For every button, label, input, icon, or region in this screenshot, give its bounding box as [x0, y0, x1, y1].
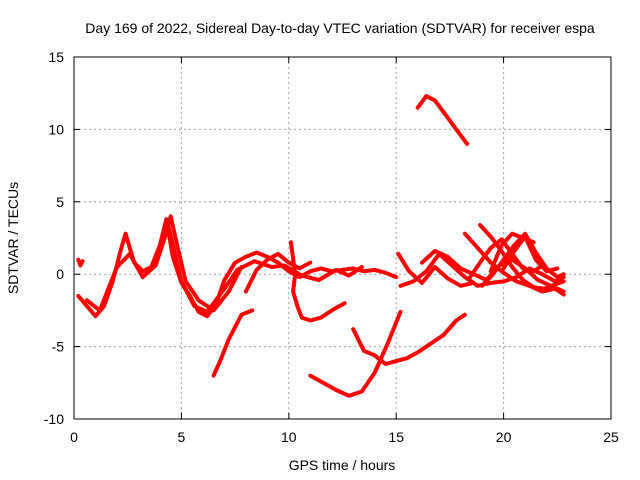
- y-axis-ticks: -10 -5 0 5 10 15: [44, 49, 611, 427]
- series-line-s15: [467, 237, 545, 281]
- x-axis-label: GPS time / hours: [289, 457, 396, 473]
- series-line-s17: [480, 231, 566, 288]
- x-tick-label: 0: [70, 429, 78, 445]
- x-tick-label: 15: [388, 429, 404, 445]
- x-tick-label: 10: [281, 429, 297, 445]
- series-line-s14: [462, 231, 566, 297]
- series-line-s1: [76, 257, 85, 268]
- series-line-s9: [351, 312, 467, 366]
- y-tick-label: 5: [56, 194, 64, 210]
- chart-title: Day 169 of 2022, Sidereal Day-to-day VTE…: [85, 20, 595, 36]
- series-line-s5: [211, 308, 255, 378]
- series-line-s6: [243, 251, 313, 294]
- series-line-s12: [396, 251, 476, 288]
- x-tick-label: 5: [178, 429, 186, 445]
- series-line-s4: [162, 214, 244, 313]
- series-line-s3: [84, 224, 364, 314]
- plot-frame: [73, 56, 612, 420]
- series-line-s7: [288, 240, 347, 323]
- y-tick-label: -5: [52, 339, 65, 355]
- x-axis-ticks: 0 5 10 15 20 25: [70, 57, 619, 445]
- y-tick-label: 0: [56, 266, 64, 282]
- series-line-s10: [415, 94, 470, 146]
- series-line-s19: [501, 234, 560, 274]
- y-tick-label: -10: [44, 411, 64, 427]
- series-line-s8: [308, 309, 403, 398]
- series-line-s16: [478, 223, 566, 291]
- data-series: [76, 94, 566, 398]
- x-tick-label: 25: [603, 429, 619, 445]
- y-tick-label: 10: [48, 121, 64, 137]
- y-axis-label: SDTVAR / TECUs: [5, 182, 21, 294]
- y-tick-label: 15: [48, 49, 64, 65]
- x-tick-label: 20: [496, 429, 512, 445]
- grid: [74, 57, 611, 419]
